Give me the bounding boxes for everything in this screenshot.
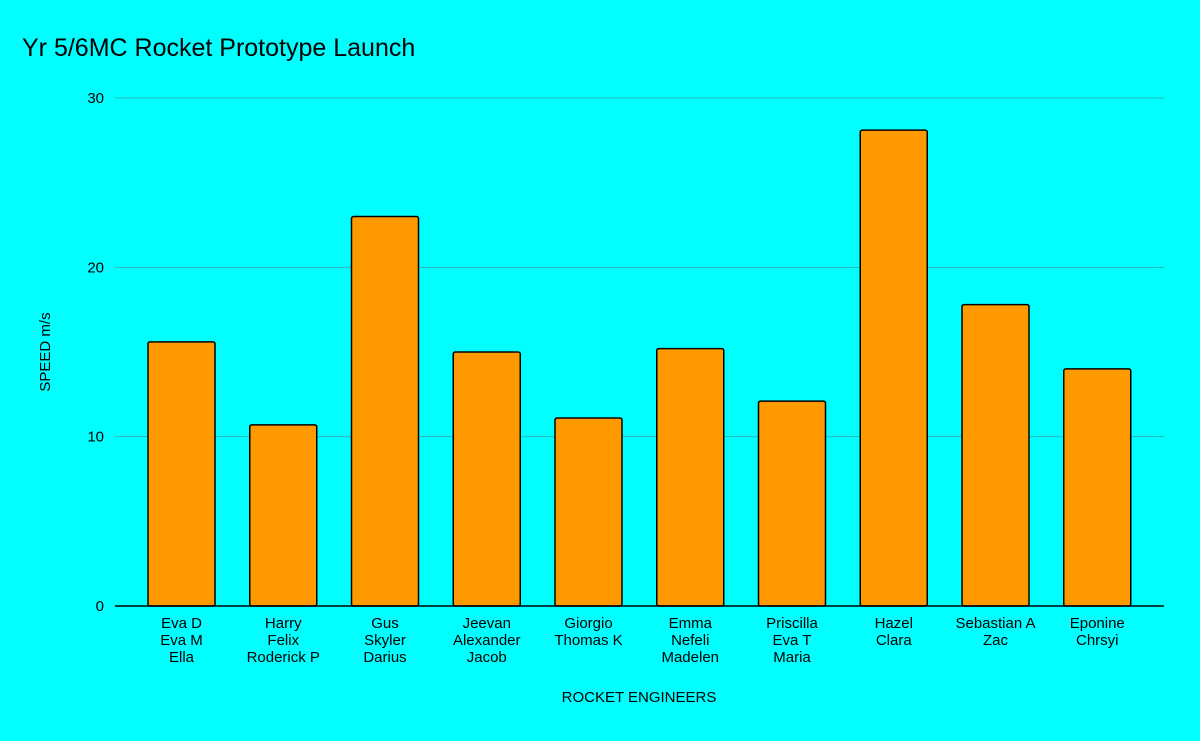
x-category-labels: Eva D Eva M Ella Harry Felix Roderick P Gus Sky… [160, 615, 1125, 666]
x-category-label-line: Eponine [1070, 615, 1125, 632]
x-category-label-line: Skyler [364, 632, 406, 649]
bar [757, 400, 827, 607]
x-category-label: Emma Nefeli Madelen [661, 615, 719, 666]
y-axis-label: SPEED m/s [37, 312, 54, 391]
bar [1063, 368, 1132, 607]
y-tick-labels: 0 10 20 30 [87, 90, 104, 615]
x-category-label-line: Darius [363, 649, 406, 666]
bar [961, 303, 1030, 607]
x-category-label: Eponine Chrsyi [1070, 615, 1125, 649]
x-category-label: Sebastian A Zac [955, 615, 1035, 649]
y-tick-label: 30 [87, 90, 104, 107]
x-category-label-line: Sebastian A [955, 615, 1035, 632]
x-category-label-line: Maria [773, 649, 811, 666]
x-category-label-line: Clara [876, 632, 913, 649]
x-category-label-line: Zac [983, 632, 1009, 649]
x-category-label-line: Giorgio [564, 615, 612, 632]
x-category-label-line: Felix [267, 632, 299, 649]
x-category-label-line: Hazel [875, 615, 913, 632]
x-category-label-line: Alexander [453, 632, 521, 649]
x-category-label: Hazel Clara [875, 615, 913, 649]
bar [554, 417, 623, 607]
bar [452, 351, 521, 607]
x-category-label-line: Chrsyi [1076, 632, 1119, 649]
bar [249, 424, 318, 607]
y-tick-label: 20 [87, 259, 104, 276]
x-category-label: Harry Felix Roderick P [247, 615, 320, 666]
x-category-label-line: Gus [371, 615, 399, 632]
x-category-label-line: Emma [669, 615, 713, 632]
x-category-label-line: Madelen [661, 649, 719, 666]
x-category-label-line: Harry [265, 615, 302, 632]
y-tick-label: 0 [96, 598, 104, 615]
x-category-label-line: Thomas K [554, 632, 622, 649]
x-category-label-line: Nefeli [671, 632, 709, 649]
x-category-label-line: Eva D [161, 615, 202, 632]
x-category-label-line: Jacob [467, 649, 507, 666]
x-category-label: Priscilla Eva T Maria [766, 615, 818, 666]
bars [147, 129, 1132, 607]
x-category-label: Gus Skyler Darius [363, 615, 406, 666]
bar [147, 341, 216, 607]
x-category-label-line: Roderick P [247, 649, 320, 666]
bar [350, 215, 420, 607]
x-category-label-line: Jeevan [463, 615, 511, 632]
chart-title: Yr 5/6MC Rocket Prototype Launch [22, 34, 415, 62]
x-category-label-line: Eva M [160, 632, 203, 649]
x-category-label: Giorgio Thomas K [554, 615, 622, 649]
x-category-label-line: Ella [169, 649, 195, 666]
x-axis-label: ROCKET ENGINEERS [562, 689, 717, 706]
y-tick-label: 10 [87, 429, 104, 446]
bar [859, 129, 928, 607]
x-category-label: Jeevan Alexander Jacob [453, 615, 521, 666]
x-category-label: Eva D Eva M Ella [160, 615, 203, 666]
x-category-label-line: Priscilla [766, 615, 818, 632]
bar [656, 347, 725, 607]
x-category-label-line: Eva T [773, 632, 812, 649]
